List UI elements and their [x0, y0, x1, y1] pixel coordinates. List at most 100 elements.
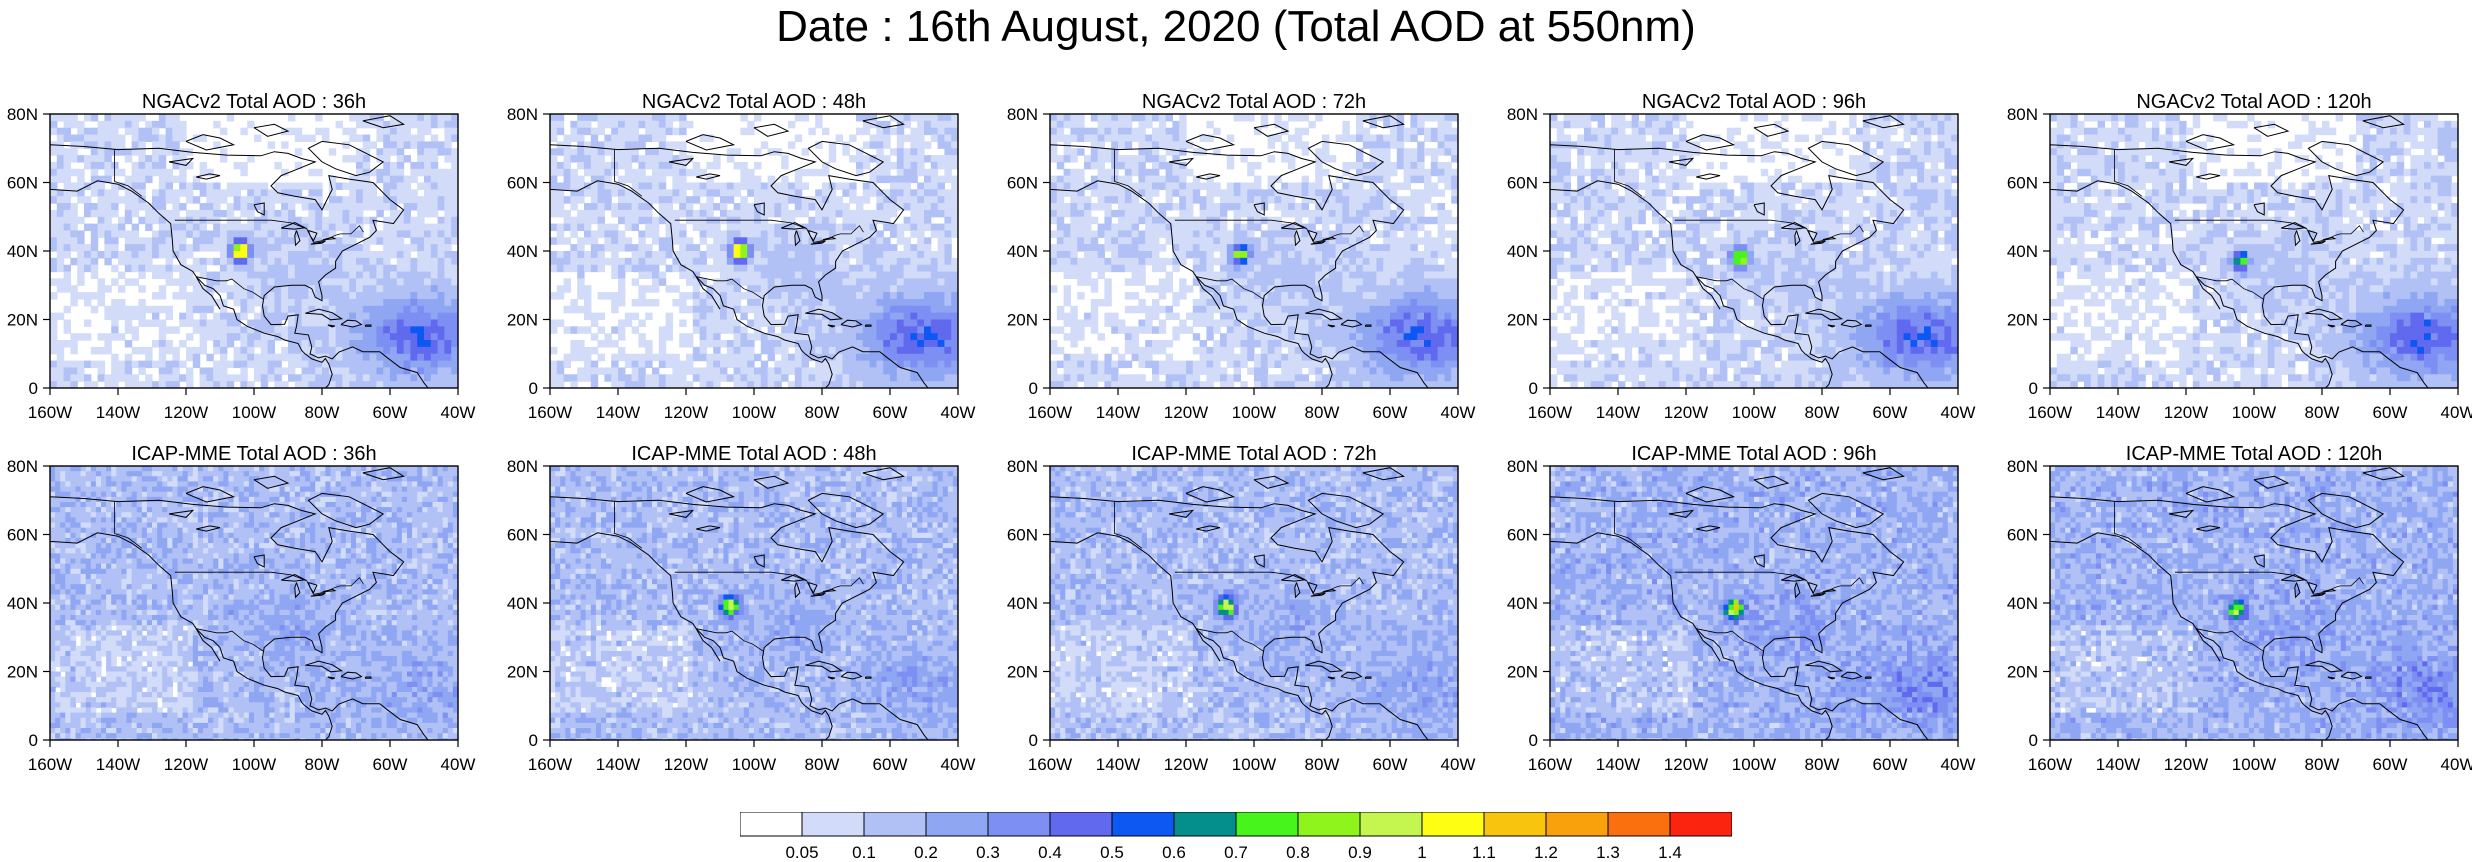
- aod-cell: [1376, 155, 1384, 163]
- aod-cell: [1322, 244, 1330, 252]
- aod-cell: [733, 305, 741, 314]
- aod-cell: [165, 381, 173, 388]
- aod-cell: [856, 367, 864, 375]
- aod-cell: [1349, 278, 1357, 286]
- aod-cell: [369, 305, 377, 314]
- aod-cell: [760, 381, 769, 388]
- aod-cell: [1138, 189, 1146, 197]
- aod-cell: [1226, 155, 1235, 163]
- aod-cell: [611, 257, 619, 266]
- aod-cell: [403, 209, 411, 218]
- aod-cell: [247, 189, 255, 197]
- aod-cell: [781, 161, 789, 170]
- aod-cell: [145, 134, 153, 142]
- aod-cell: [1070, 196, 1078, 204]
- aod-cell: [192, 292, 201, 300]
- aod-cell: [1254, 203, 1262, 211]
- aod-cell: [937, 278, 945, 286]
- aod-cell: [856, 285, 864, 293]
- aod-cell: [186, 319, 194, 327]
- aod-cell: [158, 367, 167, 375]
- aod-cell: [747, 360, 755, 369]
- aod-cell: [1226, 285, 1235, 293]
- aod-cell: [869, 367, 877, 375]
- aod-cell: [747, 182, 755, 190]
- aod-cell: [145, 319, 153, 327]
- aod-cell: [267, 340, 275, 348]
- aod-cell: [1097, 120, 1105, 129]
- aod-cell: [152, 127, 160, 136]
- aod-cell: [1376, 175, 1384, 184]
- aod-cell: [556, 374, 565, 382]
- aod-cell: [1396, 285, 1405, 293]
- aod-cell: [631, 196, 639, 204]
- aod-cell: [1206, 223, 1214, 232]
- aod-cell: [145, 127, 153, 136]
- aod-cell: [1179, 278, 1187, 286]
- aod-cell: [1254, 257, 1262, 266]
- aod-cell: [1294, 251, 1303, 259]
- aod-cell: [430, 333, 439, 341]
- aod-cell: [451, 155, 458, 163]
- aod-cell: [1342, 264, 1350, 273]
- aod-cell: [1451, 182, 1458, 190]
- aod-cell: [1437, 114, 1445, 122]
- aod-cell: [451, 196, 458, 204]
- aod-cell: [1220, 196, 1228, 204]
- aod-cell: [322, 374, 330, 382]
- aod-cell: [77, 292, 85, 300]
- aod-cell: [1383, 196, 1391, 204]
- lake-outline: [822, 236, 837, 241]
- aod-cell: [815, 251, 823, 259]
- aod-cell: [1165, 114, 1173, 122]
- aod-cell: [869, 319, 877, 327]
- aod-cell: [1308, 120, 1316, 129]
- aod-cell: [410, 285, 418, 293]
- aod-cell: [1240, 264, 1248, 273]
- aod-cell: [1362, 257, 1371, 266]
- aod-cell: [794, 223, 803, 232]
- aod-cell: [1342, 271, 1350, 279]
- aod-cell: [199, 305, 207, 314]
- aod-cell: [172, 292, 180, 300]
- aod-cell: [1056, 182, 1065, 190]
- aod-cell: [686, 168, 694, 177]
- aod-cell: [104, 203, 112, 211]
- aod-cell: [1131, 251, 1139, 259]
- aod-cell: [213, 230, 221, 238]
- aod-cell: [645, 346, 653, 355]
- aod-cell: [186, 223, 194, 232]
- aod-cell: [754, 353, 762, 362]
- aod-cell: [124, 216, 133, 225]
- aod-cell: [706, 381, 714, 388]
- aod-cell: [1362, 127, 1371, 136]
- aod-cell: [158, 319, 167, 327]
- aod-cell: [1124, 189, 1133, 197]
- aod-cell: [584, 148, 592, 156]
- aod-cell: [356, 155, 364, 163]
- aod-cell: [1192, 230, 1201, 238]
- aod-cell: [131, 346, 139, 355]
- aod-cell: [713, 367, 721, 375]
- aod-cell: [260, 305, 269, 314]
- aod-cell: [638, 189, 646, 197]
- aod-cell: [1437, 203, 1445, 211]
- aod-cell: [1451, 264, 1458, 273]
- aod-cell: [444, 333, 452, 341]
- aod-cell: [424, 305, 432, 314]
- aod-cell: [97, 251, 105, 259]
- aod-cell: [1090, 257, 1099, 266]
- aod-cell: [233, 319, 241, 327]
- aod-cell: [624, 209, 633, 218]
- aod-cell: [213, 326, 221, 334]
- aod-cell: [930, 353, 939, 362]
- aod-cell: [1090, 278, 1099, 286]
- aod-cell: [1274, 264, 1282, 273]
- aod-cell: [760, 251, 769, 259]
- aod-cell: [70, 134, 78, 142]
- aod-cell: [1131, 230, 1139, 238]
- aod-cell: [944, 257, 952, 266]
- aod-cell: [1288, 203, 1296, 211]
- aod-cell: [342, 127, 350, 136]
- aod-cell: [781, 196, 789, 204]
